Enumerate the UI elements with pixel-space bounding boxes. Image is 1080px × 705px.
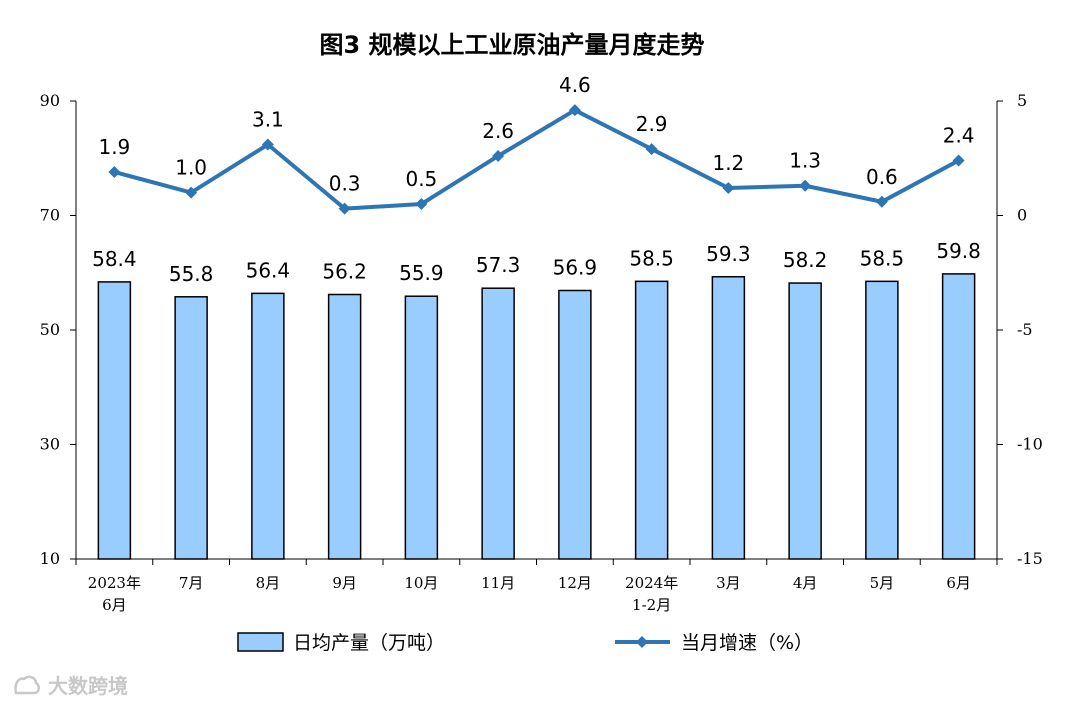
line-point bbox=[415, 198, 428, 211]
line-value-label: 0.6 bbox=[866, 165, 898, 189]
bar bbox=[327, 293, 362, 560]
line-value-label: 2.6 bbox=[482, 119, 514, 143]
bar-value-label: 55.8 bbox=[169, 262, 214, 286]
plot-area: 10 30 50 70 90 -15 -10 -5 0 5 2023年 6月 7月 8月 9月 10月 11月 1… bbox=[40, 73, 1043, 654]
bar-value-label: 56.2 bbox=[322, 260, 367, 284]
line-value-label: 1.3 bbox=[789, 149, 821, 173]
chart-title: 图3 规模以上工业原油产量月度走势 bbox=[319, 31, 704, 59]
x-axis-tick-label: 1-2月 bbox=[632, 596, 671, 614]
legend-line-label: 当月增速（%） bbox=[681, 632, 813, 654]
line-value-label: 0.5 bbox=[405, 167, 437, 191]
line-point bbox=[952, 154, 965, 167]
x-axis-tick-label: 11月 bbox=[481, 574, 515, 592]
legend-line-marker bbox=[636, 636, 648, 648]
line-point bbox=[338, 202, 351, 215]
x-axis-tick-label: 7月 bbox=[179, 574, 204, 592]
watermark: 大数跨境 bbox=[12, 670, 128, 699]
line-point bbox=[722, 182, 735, 195]
x-axis-tick-label: 5月 bbox=[870, 574, 895, 592]
line-point bbox=[108, 165, 121, 178]
right-axis-tick-label: 0 bbox=[1017, 206, 1027, 225]
watermark-text: 大数跨境 bbox=[48, 674, 128, 698]
right-axis-tick-label: -15 bbox=[1017, 549, 1043, 568]
bar-value-label: 58.5 bbox=[629, 246, 674, 270]
legend-bar-label: 日均产量（万吨） bbox=[293, 632, 445, 654]
bar bbox=[481, 287, 515, 560]
line-point bbox=[799, 179, 812, 192]
bar bbox=[941, 273, 976, 560]
line-value-label: 4.6 bbox=[559, 73, 591, 97]
line-point bbox=[261, 138, 274, 151]
x-axis-tick-label: 8月 bbox=[256, 574, 281, 592]
line-point bbox=[568, 104, 581, 117]
bar-value-label: 56.9 bbox=[553, 255, 598, 279]
bar bbox=[711, 276, 746, 560]
left-axis-tick-label: 10 bbox=[40, 549, 60, 568]
bar-value-label: 59.8 bbox=[936, 239, 981, 263]
bar bbox=[97, 281, 132, 560]
x-axis-tick-label: 2024年 bbox=[625, 574, 678, 592]
bar-value-label: 55.9 bbox=[399, 261, 444, 285]
bar bbox=[865, 280, 899, 560]
left-axis-tick-label: 90 bbox=[40, 91, 60, 110]
line-point bbox=[645, 143, 658, 156]
bar-value-label: 57.3 bbox=[476, 253, 521, 277]
bar-value-label: 59.3 bbox=[706, 242, 751, 266]
line-value-label: 1.2 bbox=[712, 151, 744, 175]
left-axis-tick-label: 70 bbox=[40, 206, 60, 225]
line-point bbox=[875, 195, 888, 208]
x-axis-tick-label: 6月 bbox=[102, 596, 127, 614]
bar-value-label: 58.4 bbox=[92, 247, 137, 271]
line-value-label: 1.9 bbox=[98, 135, 130, 159]
watermark-logo-icon bbox=[14, 675, 40, 694]
x-axis-tick-label: 4月 bbox=[793, 574, 818, 592]
right-axis-tick-label: -10 bbox=[1017, 435, 1043, 454]
bar bbox=[558, 289, 592, 560]
bar-value-label: 58.2 bbox=[783, 248, 828, 272]
left-axis-tick-label: 30 bbox=[40, 435, 60, 454]
line-value-label: 2.9 bbox=[636, 112, 668, 136]
line-point bbox=[185, 186, 198, 199]
legend-bar-swatch bbox=[237, 632, 284, 652]
x-axis-tick-label: 2023年 bbox=[88, 574, 141, 592]
right-axis-tick-label: -5 bbox=[1017, 320, 1033, 339]
bar bbox=[174, 296, 208, 560]
x-axis-tick-label: 3月 bbox=[716, 574, 741, 592]
line-value-label: 1.0 bbox=[175, 156, 207, 180]
bar-value-label: 58.5 bbox=[860, 246, 905, 270]
right-axis-tick-label: 5 bbox=[1017, 91, 1027, 110]
x-axis-tick-label: 9月 bbox=[332, 574, 357, 592]
line-value-label: 2.4 bbox=[943, 124, 975, 148]
line-value-label: 0.3 bbox=[329, 172, 361, 196]
line-series bbox=[113, 108, 960, 211]
x-axis-tick-label: 6月 bbox=[946, 574, 971, 592]
bar bbox=[404, 295, 439, 560]
line-point bbox=[492, 149, 505, 162]
bar bbox=[788, 282, 822, 560]
left-axis-tick-label: 50 bbox=[40, 320, 60, 339]
x-axis-tick-label: 12月 bbox=[558, 574, 592, 592]
x-axis-tick-label: 10月 bbox=[404, 574, 438, 592]
bar-value-label: 56.4 bbox=[246, 258, 291, 282]
bar bbox=[251, 292, 285, 560]
line-value-label: 3.1 bbox=[252, 108, 284, 132]
bar bbox=[634, 280, 669, 560]
